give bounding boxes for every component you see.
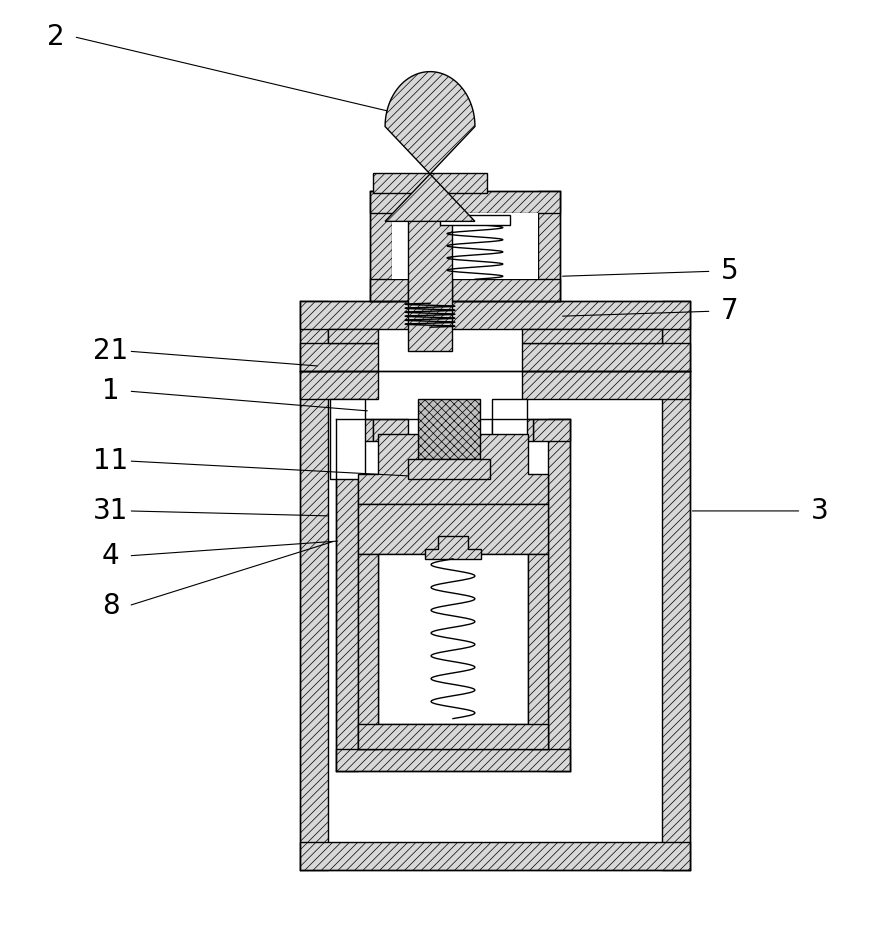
Polygon shape <box>492 419 533 441</box>
Text: 5: 5 <box>720 257 738 285</box>
Text: 11: 11 <box>93 447 128 475</box>
Bar <box>300 302 689 330</box>
Polygon shape <box>408 459 490 479</box>
Bar <box>378 554 527 723</box>
Polygon shape <box>548 419 570 771</box>
Text: 21: 21 <box>93 337 128 365</box>
Text: 7: 7 <box>720 297 738 325</box>
Text: 31: 31 <box>93 497 128 525</box>
Polygon shape <box>408 215 452 351</box>
Polygon shape <box>373 173 488 194</box>
Polygon shape <box>300 302 328 371</box>
Polygon shape <box>385 72 475 222</box>
Polygon shape <box>373 419 408 441</box>
Polygon shape <box>358 723 548 749</box>
Polygon shape <box>662 371 689 870</box>
Bar <box>522 371 689 399</box>
Polygon shape <box>300 843 689 870</box>
Text: 8: 8 <box>102 592 119 620</box>
Bar <box>452 279 560 302</box>
Polygon shape <box>300 371 328 870</box>
Bar <box>300 371 378 399</box>
Text: 1: 1 <box>102 377 119 405</box>
Polygon shape <box>328 330 378 344</box>
Bar <box>330 399 366 479</box>
Bar <box>440 215 510 225</box>
Polygon shape <box>538 192 560 302</box>
Polygon shape <box>336 419 358 771</box>
Polygon shape <box>358 434 548 504</box>
Polygon shape <box>522 330 662 344</box>
Bar <box>418 399 480 459</box>
Polygon shape <box>533 419 570 441</box>
Text: 4: 4 <box>102 542 119 570</box>
Polygon shape <box>527 554 548 749</box>
Polygon shape <box>336 749 570 771</box>
Polygon shape <box>370 192 392 302</box>
Bar <box>392 213 538 279</box>
Polygon shape <box>425 536 481 559</box>
Polygon shape <box>358 554 378 749</box>
Polygon shape <box>358 504 548 554</box>
Text: 3: 3 <box>811 497 828 525</box>
Polygon shape <box>662 302 689 371</box>
Bar <box>300 344 378 371</box>
Text: 2: 2 <box>47 22 65 50</box>
Bar <box>370 192 560 213</box>
Bar <box>370 279 408 302</box>
Polygon shape <box>336 419 373 441</box>
Bar <box>492 399 527 479</box>
Bar <box>522 344 689 371</box>
